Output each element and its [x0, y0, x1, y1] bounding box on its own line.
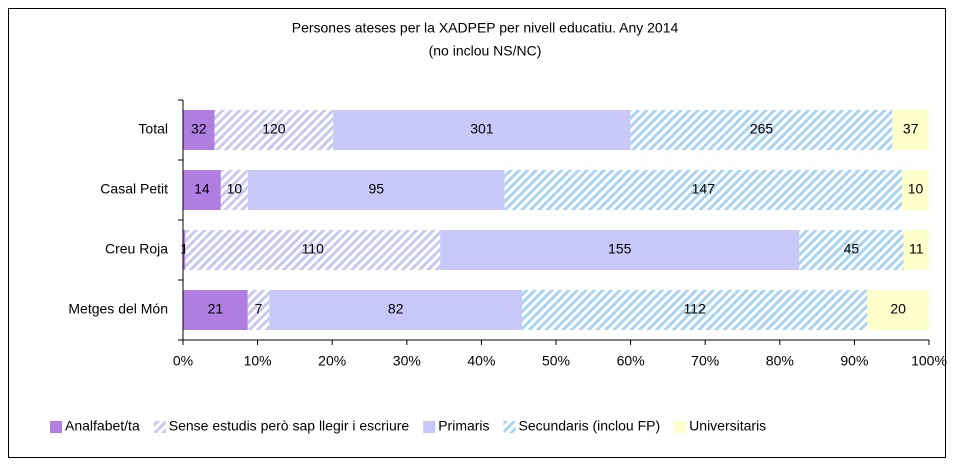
y-tick-label: Total	[138, 121, 168, 137]
bar-segment	[183, 230, 186, 270]
chart-title: Persones ateses per la XADPEP per nivell…	[292, 20, 679, 36]
x-tick-label: 100%	[911, 353, 947, 369]
legend-swatch	[153, 421, 166, 433]
bar-segment	[183, 110, 215, 150]
y-tick-label: Metges del Món	[68, 301, 168, 317]
legend-label: Analfabet/ta	[65, 418, 140, 434]
legend-swatch	[674, 421, 687, 433]
legend-swatch	[423, 421, 436, 433]
data-label: 1	[180, 241, 188, 257]
data-label: 21	[208, 301, 224, 317]
data-label: 95	[368, 181, 384, 197]
data-label: 155	[608, 241, 632, 257]
bar-segment	[247, 290, 270, 330]
data-label: 7	[255, 301, 263, 317]
y-tick-label: Creu Roja	[105, 241, 168, 257]
bar-segment	[269, 290, 523, 330]
x-tick-label: 60%	[617, 353, 645, 369]
data-label: 37	[903, 121, 919, 137]
bar-segment	[183, 170, 221, 210]
legend-label: Secundaris (inclou FP)	[519, 418, 661, 434]
bar-segment	[440, 230, 800, 270]
bar-segment	[220, 170, 248, 210]
x-tick-label: 0%	[173, 353, 193, 369]
chart-subtitle: (no inclou NS/NC)	[429, 43, 542, 59]
data-label: 301	[470, 121, 494, 137]
bar-segment	[630, 110, 893, 150]
bar-segment	[901, 170, 929, 210]
data-label: 82	[388, 301, 404, 317]
data-label: 14	[194, 181, 210, 197]
bar-segment	[183, 290, 248, 330]
bar-segment	[214, 110, 334, 150]
data-label: 147	[692, 181, 716, 197]
bar-segment	[867, 290, 929, 330]
legend-swatch	[50, 421, 62, 433]
legend-swatch	[503, 421, 516, 433]
x-tick-label: 20%	[318, 353, 346, 369]
x-tick-label: 70%	[691, 353, 719, 369]
bar-segment	[522, 290, 868, 330]
data-label: 112	[684, 301, 707, 317]
data-label: 265	[750, 121, 774, 137]
data-label: 32	[191, 121, 207, 137]
data-label: 110	[302, 241, 325, 257]
legend-label: Universitaris	[689, 418, 766, 434]
x-tick-label: 40%	[467, 353, 495, 369]
bar-segment	[799, 230, 904, 270]
legend-label: Sense estudis però sap llegir i escriure	[169, 418, 410, 434]
bar-segment	[903, 230, 929, 270]
y-tick-label: Casal Petit	[100, 181, 168, 197]
x-tick-label: 10%	[244, 353, 272, 369]
data-label: 20	[890, 301, 906, 317]
data-label: 10	[227, 181, 243, 197]
data-label: 120	[262, 121, 286, 137]
data-label: 11	[909, 241, 924, 257]
x-tick-label: 30%	[393, 353, 421, 369]
bar-segment	[892, 110, 929, 150]
bar-segment	[504, 170, 902, 210]
legend-label: Primaris	[438, 418, 489, 434]
bar-segment	[185, 230, 441, 270]
data-label: 10	[908, 181, 924, 197]
bar-segment	[333, 110, 631, 150]
x-tick-label: 90%	[840, 353, 868, 369]
bar-segment	[247, 170, 505, 210]
x-tick-label: 80%	[766, 353, 794, 369]
x-tick-label: 50%	[542, 353, 570, 369]
data-label: 45	[844, 241, 860, 257]
